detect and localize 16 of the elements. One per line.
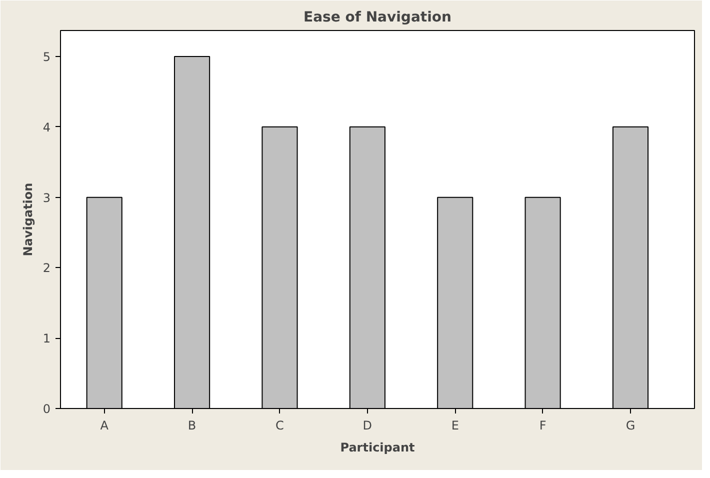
y-tick-label: 5 <box>42 50 51 64</box>
y-tick-label: 2 <box>42 261 51 276</box>
x-tick-label: G <box>626 418 636 432</box>
y-tick-label: 3 <box>42 190 51 205</box>
chart-title: Ease of Navigation <box>304 10 452 26</box>
y-tick-label: 4 <box>42 120 51 134</box>
x-tick-label: C <box>276 418 284 432</box>
x-tick-label: B <box>188 418 196 432</box>
y-axis-title: Navigation <box>20 182 35 256</box>
y-tick-label: 1 <box>42 332 51 346</box>
x-tick-label: F <box>539 418 546 432</box>
x-tick-label: E <box>451 418 459 432</box>
x-tick-label: D <box>362 418 372 432</box>
y-tick-label: 0 <box>42 402 51 416</box>
x-tick-label: A <box>100 418 110 432</box>
x-axis-title: Participant <box>340 440 416 454</box>
